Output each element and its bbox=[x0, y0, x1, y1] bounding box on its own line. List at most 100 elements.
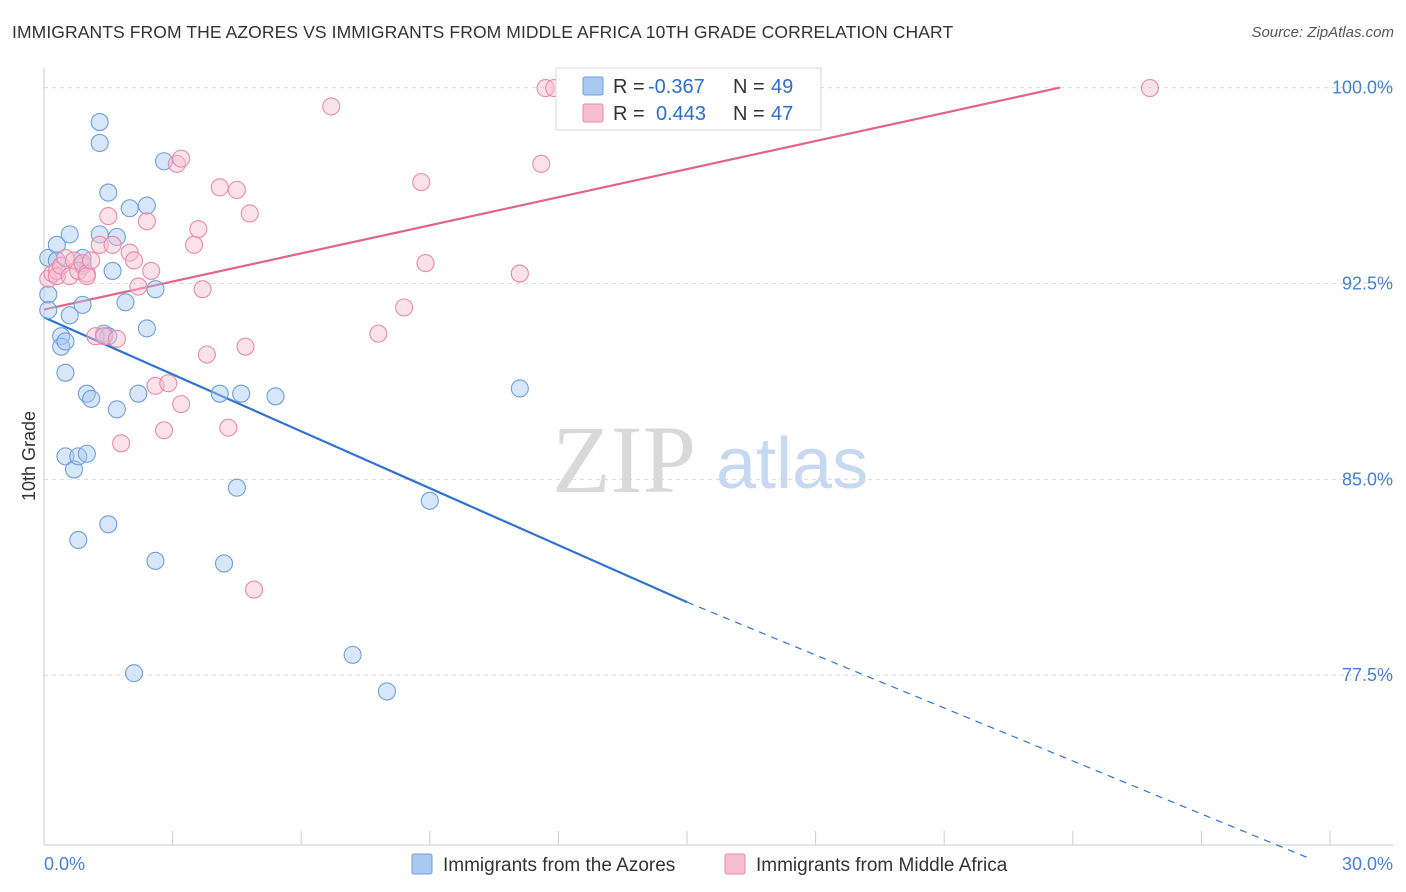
x-tick-label: 30.0% bbox=[1342, 854, 1393, 874]
point-africa bbox=[184, 235, 204, 254]
point-africa bbox=[107, 329, 126, 348]
trend-lines bbox=[43, 86, 1309, 859]
stats-r-label-azores: R = bbox=[613, 76, 645, 98]
point-azores bbox=[77, 444, 96, 463]
point-azores bbox=[343, 645, 362, 664]
point-africa bbox=[159, 374, 178, 393]
point-azores bbox=[116, 293, 135, 312]
point-azores bbox=[124, 664, 144, 683]
legend-label-azores: Immigrants from the Azores bbox=[443, 855, 675, 876]
watermark-atlas: atlas bbox=[716, 424, 868, 504]
watermark-zip: ZIP bbox=[552, 406, 696, 513]
point-azores bbox=[56, 363, 75, 382]
point-azores bbox=[107, 400, 126, 419]
point-azores bbox=[69, 530, 88, 549]
point-azores bbox=[129, 384, 148, 403]
point-azores bbox=[266, 387, 285, 406]
watermark: ZIP atlas bbox=[552, 406, 868, 513]
point-africa bbox=[219, 418, 238, 437]
legend-label-africa: Immigrants from Middle Africa bbox=[756, 855, 1008, 876]
point-azores bbox=[227, 478, 246, 497]
point-azores bbox=[56, 332, 75, 351]
point-azores bbox=[146, 280, 165, 299]
trend-line-azores-extension bbox=[686, 601, 1309, 859]
legend-swatch-azores bbox=[411, 853, 433, 875]
point-africa bbox=[197, 345, 216, 364]
point-africa bbox=[193, 280, 212, 299]
point-africa bbox=[244, 580, 264, 599]
stats-legend: R = -0.367 N = 49 R = 0.443 N = 47 bbox=[555, 67, 822, 131]
point-africa bbox=[532, 154, 551, 173]
point-azores bbox=[56, 447, 75, 466]
point-azores bbox=[120, 199, 139, 218]
point-africa bbox=[412, 173, 431, 192]
point-africa bbox=[103, 235, 122, 254]
y-axis-label: 10th Grade bbox=[19, 411, 39, 501]
point-africa bbox=[137, 212, 156, 231]
point-azores bbox=[90, 133, 109, 153]
point-africa bbox=[240, 204, 259, 223]
point-azores bbox=[90, 113, 109, 132]
scatter-points bbox=[39, 79, 1160, 701]
x-tick-label: 0.0% bbox=[44, 854, 85, 874]
chart-title: IMMIGRANTS FROM THE AZORES VS IMMIGRANTS… bbox=[12, 22, 954, 42]
trend-line-africa bbox=[43, 86, 1061, 311]
source-label: Source: ZipAtlas.com bbox=[1251, 24, 1394, 41]
point-africa bbox=[77, 267, 96, 286]
point-africa bbox=[395, 298, 414, 317]
stats-legend-swatch-azores bbox=[582, 76, 604, 96]
point-africa bbox=[236, 337, 255, 356]
trend-line-azores bbox=[43, 316, 688, 604]
point-africa bbox=[210, 178, 229, 197]
point-azores bbox=[210, 384, 229, 403]
point-azores bbox=[377, 682, 396, 701]
point-africa bbox=[82, 251, 101, 270]
point-azores bbox=[60, 225, 79, 244]
stats-legend-swatch-africa bbox=[582, 103, 604, 123]
point-africa bbox=[172, 149, 191, 168]
point-africa bbox=[142, 261, 161, 280]
stats-r-value-azores: -0.367 bbox=[648, 76, 705, 98]
stats-n-value-azores: 49 bbox=[771, 76, 793, 98]
point-azores bbox=[82, 389, 101, 408]
stats-n-label-azores: N = bbox=[733, 76, 765, 98]
y-tick-label: 100.0% bbox=[1332, 78, 1393, 98]
point-africa bbox=[90, 235, 109, 254]
point-azores bbox=[39, 301, 58, 320]
point-africa bbox=[510, 264, 529, 283]
point-africa bbox=[189, 220, 208, 239]
point-azores bbox=[39, 285, 58, 304]
point-africa bbox=[99, 207, 118, 226]
point-azores bbox=[73, 295, 92, 314]
point-azores bbox=[60, 306, 79, 325]
point-africa bbox=[112, 434, 131, 453]
y-tick-label: 92.5% bbox=[1342, 273, 1393, 293]
point-azores bbox=[214, 554, 234, 573]
point-africa bbox=[227, 180, 246, 200]
stats-n-label-africa: N = bbox=[733, 103, 765, 125]
point-africa bbox=[172, 395, 191, 414]
y-tick-label: 85.0% bbox=[1342, 469, 1393, 489]
point-azores bbox=[510, 379, 529, 398]
point-azores bbox=[232, 384, 251, 403]
legend-swatch-africa bbox=[724, 853, 746, 875]
point-azores bbox=[137, 196, 156, 215]
point-africa bbox=[1140, 79, 1160, 98]
y-tick-label: 77.5% bbox=[1342, 665, 1393, 685]
point-africa bbox=[369, 324, 388, 343]
series-legend: Immigrants from the Azores Immigrants fr… bbox=[411, 853, 1008, 876]
x-tick-labels: 0.0% 30.0% bbox=[44, 854, 1393, 874]
point-azores bbox=[146, 551, 165, 570]
point-azores bbox=[103, 261, 122, 280]
point-azores bbox=[420, 491, 439, 510]
point-africa bbox=[124, 251, 144, 270]
point-azores bbox=[47, 235, 66, 254]
point-africa bbox=[129, 277, 148, 296]
point-azores bbox=[99, 183, 118, 202]
stats-r-value-africa: 0.443 bbox=[656, 103, 706, 125]
stats-r-label-africa: R = bbox=[613, 103, 645, 125]
stats-n-value-africa: 47 bbox=[771, 103, 793, 125]
point-africa bbox=[416, 254, 435, 273]
point-africa bbox=[47, 267, 66, 286]
point-azores bbox=[137, 319, 156, 338]
